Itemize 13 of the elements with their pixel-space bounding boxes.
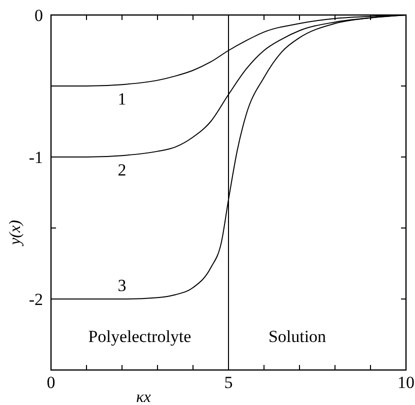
y-tick-label: -1 xyxy=(28,148,43,167)
y-tick-label: 0 xyxy=(34,6,43,25)
series-label: 2 xyxy=(118,160,126,180)
x-tick-label: 0 xyxy=(46,373,56,392)
y-axis-title: y(x) xyxy=(7,220,24,247)
y-tick-label: -2 xyxy=(28,290,43,309)
series-label: 1 xyxy=(118,90,126,109)
annotation: Polyelectrolyte xyxy=(88,327,192,346)
x-tick-label: 5 xyxy=(224,373,233,392)
x-axis-title: κx xyxy=(136,389,151,405)
annotation: Solution xyxy=(268,327,327,346)
series-label: 3 xyxy=(118,276,126,295)
x-tick-label: 10 xyxy=(398,373,414,392)
